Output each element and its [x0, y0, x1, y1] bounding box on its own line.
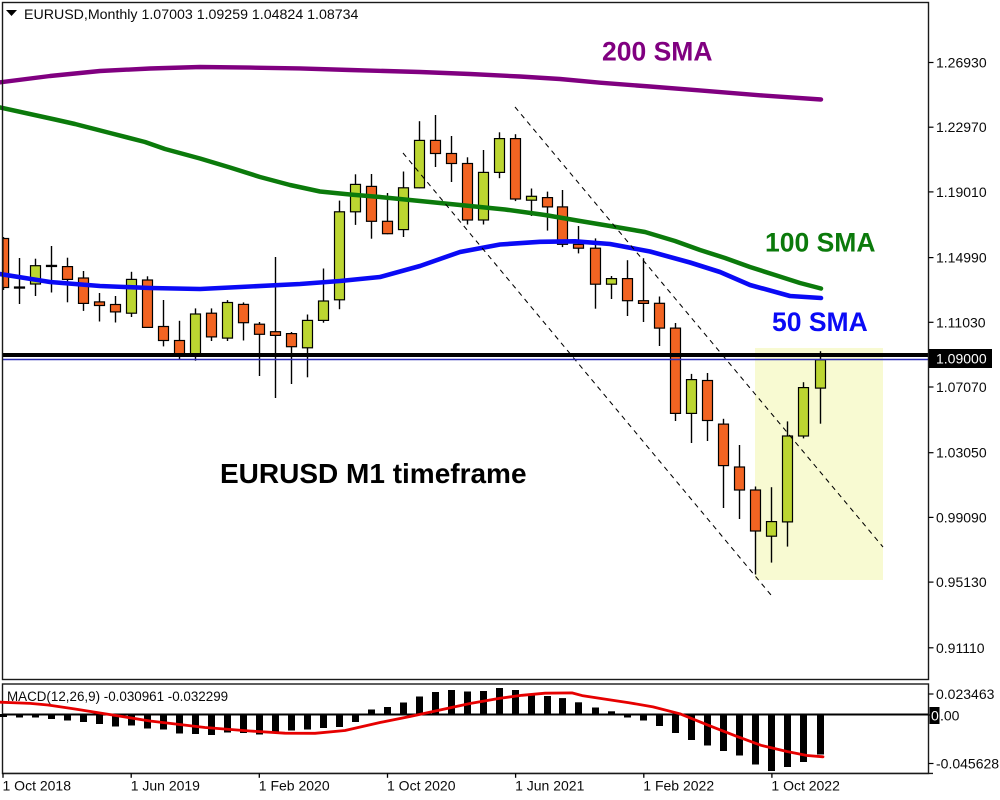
svg-text:MACD(12,26,9) -0.030961 -0.032: MACD(12,26,9) -0.030961 -0.032299	[7, 689, 228, 704]
svg-text:0.91110: 0.91110	[936, 640, 985, 656]
svg-text:1 Feb 2022: 1 Feb 2022	[643, 778, 714, 794]
svg-text:1.09000: 1.09000	[936, 351, 987, 367]
svg-text:1.11030: 1.11030	[936, 314, 986, 330]
svg-text:1 Oct 2022: 1 Oct 2022	[771, 778, 840, 794]
svg-text:1.22970: 1.22970	[936, 119, 987, 135]
svg-text:.00: .00	[940, 708, 960, 724]
svg-text:1 Jun 2021: 1 Jun 2021	[515, 778, 584, 794]
svg-text:1.26930: 1.26930	[936, 55, 987, 71]
svg-text:1 Jun 2019: 1 Jun 2019	[131, 778, 200, 794]
svg-text:50 SMA: 50 SMA	[772, 307, 868, 337]
svg-text:0.95130: 0.95130	[936, 574, 987, 590]
svg-text:0.023463: 0.023463	[936, 686, 995, 702]
svg-text:-0.045628: -0.045628	[936, 756, 999, 772]
svg-text:1 Oct 2018: 1 Oct 2018	[3, 778, 72, 794]
svg-text:EURUSD M1 timeframe: EURUSD M1 timeframe	[220, 458, 527, 489]
svg-text:1.19010: 1.19010	[936, 184, 987, 200]
svg-text:200 SMA: 200 SMA	[602, 37, 712, 67]
svg-text:0: 0	[931, 708, 939, 724]
svg-text:EURUSD,Monthly 1.07003 1.0925: EURUSD,Monthly 1.07003 1.09259 1.04824 1…	[24, 7, 359, 23]
svg-text:100 SMA: 100 SMA	[765, 228, 875, 258]
svg-text:0.99090: 0.99090	[936, 509, 987, 525]
svg-text:1.03050: 1.03050	[936, 445, 987, 461]
svg-text:1 Feb 2020: 1 Feb 2020	[259, 778, 330, 794]
svg-text:1.07070: 1.07070	[936, 379, 987, 395]
svg-text:1 Oct 2020: 1 Oct 2020	[387, 778, 456, 794]
svg-text:1.14990: 1.14990	[936, 250, 987, 266]
